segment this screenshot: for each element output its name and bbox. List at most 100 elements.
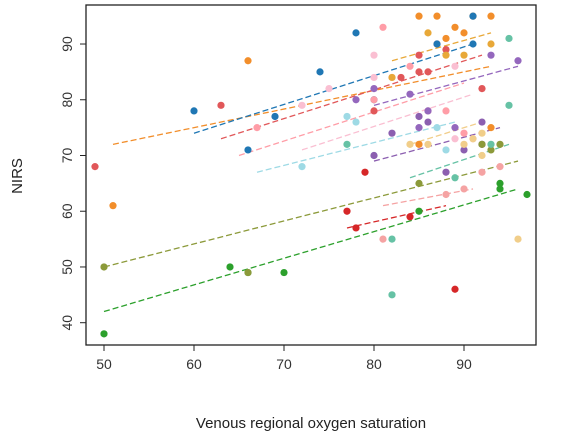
data-point-15-4 <box>460 51 468 59</box>
fit-line-2 <box>220 54 483 140</box>
data-point-7-1 <box>352 96 360 104</box>
data-point-4-1 <box>253 124 261 132</box>
data-point-1-9 <box>487 12 495 20</box>
data-point-7-6 <box>451 124 459 132</box>
x-tick-label-4: 80 <box>366 356 382 372</box>
data-point-15-1 <box>388 73 396 82</box>
data-point-2-9 <box>478 85 486 93</box>
data-point-8-2 <box>388 129 396 137</box>
data-point-14-1 <box>406 140 414 148</box>
fit-line-15 <box>391 32 492 62</box>
data-point-1-2 <box>244 57 252 65</box>
fit-line-4 <box>238 82 465 157</box>
data-point-2-6 <box>424 68 432 76</box>
data-point-2-2 <box>217 101 225 109</box>
fit-line-3 <box>193 43 474 134</box>
data-point-13-5 <box>442 190 450 199</box>
fit-line-12 <box>346 205 447 229</box>
data-point-13-3 <box>478 168 486 176</box>
data-point-7-5 <box>424 107 432 115</box>
data-point-2-8 <box>442 45 450 54</box>
data-point-3-5 <box>352 29 360 37</box>
data-point-3-9 <box>469 40 477 48</box>
data-point-1-4 <box>433 12 441 20</box>
data-point-12-4 <box>406 213 414 221</box>
data-point-2-5 <box>415 68 423 76</box>
data-point-4-7 <box>460 129 468 137</box>
data-point-10-1 <box>100 263 108 271</box>
y-axis-title: NIRS <box>9 158 26 194</box>
data-point-3-8 <box>469 12 477 20</box>
data-point-13-4 <box>496 163 504 171</box>
data-point-8-1 <box>370 151 378 160</box>
data-point-10-4 <box>478 140 486 148</box>
data-point-14-5 <box>478 129 486 137</box>
y-tick-label-5: 80 <box>59 92 75 108</box>
data-point-4-5 <box>442 107 450 115</box>
data-point-9-4 <box>280 268 288 277</box>
data-point-11-2 <box>388 235 396 243</box>
data-point-5-2 <box>325 85 333 93</box>
plot-area <box>91 12 531 338</box>
data-point-14-6 <box>478 151 486 160</box>
data-point-14-3 <box>460 140 468 148</box>
data-point-8-3 <box>415 112 423 121</box>
data-point-5-6 <box>451 62 459 70</box>
fit-line-9 <box>103 188 519 313</box>
data-point-6-3 <box>352 118 360 126</box>
data-point-3-2 <box>244 146 252 154</box>
data-point-1-10 <box>415 140 423 148</box>
data-point-10-2 <box>244 268 252 277</box>
fit-line-6 <box>256 121 456 173</box>
fit-line-10 <box>103 160 519 268</box>
data-point-7-8 <box>514 57 522 65</box>
data-point-14-7 <box>514 235 522 243</box>
data-point-13-1 <box>379 235 387 243</box>
data-point-5-1 <box>298 101 306 109</box>
data-point-2-10 <box>415 51 423 59</box>
data-point-15-3 <box>442 51 450 59</box>
y-tick-label-3: 60 <box>59 203 75 219</box>
x-tick-label-1: 50 <box>96 356 112 372</box>
data-point-7-2 <box>370 85 378 93</box>
data-point-9-8 <box>523 190 531 199</box>
data-point-12-5 <box>451 285 459 293</box>
data-point-8-4 <box>424 118 432 126</box>
y-tick-label-1: 40 <box>59 315 75 331</box>
data-point-9-2 <box>226 263 234 271</box>
data-point-10-6 <box>496 140 504 148</box>
y-tick-label-4: 70 <box>59 147 75 163</box>
data-point-15-5 <box>487 40 495 48</box>
plot-frame <box>85 4 537 346</box>
fit-line-14 <box>409 121 483 145</box>
y-tick-label-2: 50 <box>59 259 75 275</box>
x-tick-label-2: 60 <box>186 356 202 372</box>
data-point-10-5 <box>487 146 495 154</box>
data-point-11-7 <box>487 140 495 148</box>
data-point-11-5 <box>505 101 513 109</box>
data-point-1-7 <box>460 29 468 37</box>
data-point-6-4 <box>433 124 441 132</box>
data-point-2-1 <box>91 163 99 171</box>
data-point-6-1 <box>298 163 306 171</box>
data-point-9-5 <box>415 207 423 215</box>
x-tick-label-5: 90 <box>456 356 472 372</box>
data-point-8-5 <box>442 168 450 176</box>
data-point-5-3 <box>370 51 378 59</box>
data-point-9-7 <box>496 185 504 193</box>
data-point-3-3 <box>271 112 279 121</box>
data-point-2-3 <box>370 107 378 115</box>
data-point-1-11 <box>487 124 495 132</box>
y-tick-label-6: 90 <box>59 36 75 52</box>
data-point-6-2 <box>343 112 351 121</box>
data-point-4-4 <box>406 62 414 70</box>
data-point-4-3 <box>379 23 387 31</box>
data-point-12-2 <box>352 224 360 232</box>
data-point-11-6 <box>505 34 513 43</box>
data-point-1-6 <box>451 23 459 31</box>
data-point-13-2 <box>460 185 468 193</box>
x-axis-title: Venous regional oxygen saturation <box>196 415 426 432</box>
data-point-15-2 <box>424 29 432 37</box>
fit-line-5 <box>301 93 474 151</box>
